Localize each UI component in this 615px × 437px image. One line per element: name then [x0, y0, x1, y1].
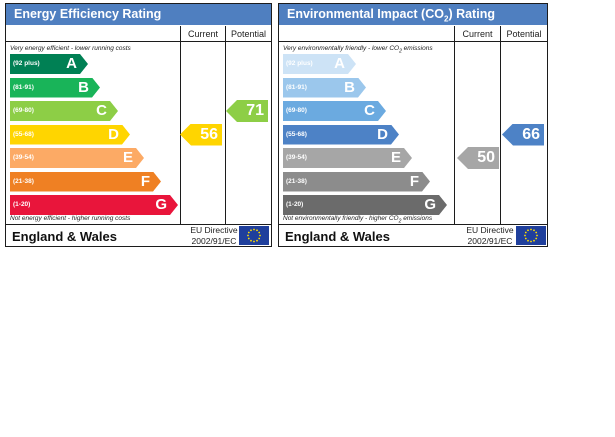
environment-potential-column — [500, 42, 547, 224]
environment-band-f: (21-38) F — [283, 172, 430, 192]
band-letter: C — [96, 102, 107, 119]
energy-current-rating-arrow: 56 — [180, 123, 222, 146]
energy-current-column — [180, 42, 225, 224]
energy-eu-directive: EU Directive 2002/91/EC — [189, 225, 239, 247]
environment-current-value: 50 — [477, 149, 495, 166]
band-letter: A — [66, 55, 77, 72]
environment-title-main: Environmental Impact (CO — [287, 7, 444, 21]
band-range-label: (55-68) — [286, 130, 307, 138]
environment-panel-title: Environmental Impact (CO2) Rating — [279, 4, 547, 25]
environment-directive-line2: 2002/91/EC — [467, 236, 513, 246]
energy-band-f: (21-38) F — [10, 172, 161, 192]
energy-band-g: (1-20) G — [10, 195, 178, 215]
band-letter: F — [409, 172, 419, 190]
environment-current-rating-arrow: 50 — [457, 147, 499, 169]
energy-band-c: (69-80) C — [10, 101, 118, 121]
environment-title-sub: 2 — [443, 14, 449, 24]
band-letter: D — [377, 125, 388, 143]
environment-potential-value: 66 — [522, 125, 540, 143]
energy-current-value: 56 — [200, 125, 218, 143]
band-range-label: (1-20) — [13, 201, 31, 208]
band-range-label: (21-38) — [286, 177, 307, 185]
environment-top-note: Very environmentally friendly - lower CO… — [283, 45, 433, 54]
energy-region-label: England & Wales — [12, 229, 117, 244]
band-letter: F — [140, 172, 150, 190]
environment-eu-directive: EU Directive 2002/91/EC — [465, 225, 515, 247]
band-range-label: (69-80) — [13, 107, 34, 114]
energy-panel-title: Energy Efficiency Rating — [6, 4, 271, 25]
environment-bottom-note-end: emissions — [401, 215, 433, 222]
band-letter: G — [155, 196, 167, 213]
energy-directive-line1: EU Directive — [190, 225, 238, 235]
band-letter: D — [108, 125, 119, 143]
energy-efficiency-panel: Energy Efficiency Rating Current Potenti… — [5, 3, 272, 247]
environment-band-g: (1-20) G — [283, 195, 447, 215]
energy-band-a: (92 plus) A — [10, 54, 88, 74]
energy-directive-line2: 2002/91/EC — [191, 236, 237, 246]
environment-legend-header — [279, 26, 454, 42]
band-letter: G — [424, 196, 436, 213]
environment-top-note-sub: 2 — [399, 48, 402, 55]
band-letter: C — [364, 102, 375, 119]
band-range-label: (81-91) — [13, 83, 34, 91]
band-range-label: (92 plus) — [286, 60, 313, 67]
energy-potential-value: 71 — [246, 102, 264, 119]
band-range-label: (81-91) — [286, 83, 307, 91]
energy-potential-column — [225, 42, 271, 224]
environment-region-label: England & Wales — [285, 229, 390, 244]
environment-band-c: (69-80) C — [283, 101, 386, 121]
energy-band-e: (39-54) E — [10, 148, 144, 168]
energy-bottom-note: Not energy efficient - higher running co… — [10, 215, 131, 222]
band-letter: A — [334, 55, 345, 72]
energy-legend-header — [6, 26, 180, 42]
environment-bottom-note: Not environmentally friendly - higher CO… — [283, 215, 432, 224]
band-range-label: (92 plus) — [13, 60, 40, 67]
energy-potential-header: Potential — [225, 26, 271, 42]
band-letter: E — [122, 149, 133, 166]
environment-directive-line1: EU Directive — [466, 225, 514, 235]
energy-band-d: (55-68) D — [10, 125, 130, 145]
energy-top-note: Very energy efficient - lower running co… — [10, 45, 131, 52]
environment-potential-rating-arrow: 66 — [502, 123, 544, 146]
band-letter: B — [344, 78, 355, 96]
eu-flag-icon — [239, 226, 269, 245]
band-range-label: (69-80) — [286, 107, 307, 114]
band-range-label: (55-68) — [13, 130, 34, 138]
band-range-label: (39-54) — [13, 154, 34, 161]
environment-top-note-end: emissions — [401, 45, 433, 52]
environmental-impact-panel: Environmental Impact (CO2) Rating Curren… — [278, 3, 548, 247]
environment-band-a: (92 plus) A — [283, 54, 356, 74]
environment-bottom-note-main: Not environmentally friendly - higher CO — [283, 215, 399, 222]
band-range-label: (1-20) — [286, 201, 304, 208]
energy-band-b: (81-91) B — [10, 78, 100, 98]
environment-potential-header: Potential — [500, 26, 547, 42]
eu-flag-icon — [516, 226, 546, 245]
environment-footer-divider — [279, 224, 547, 225]
band-letter: E — [390, 149, 401, 166]
energy-current-header: Current — [180, 26, 225, 42]
environment-band-e: (39-54) E — [283, 148, 412, 168]
energy-footer-divider — [6, 224, 271, 225]
environment-title-end: ) Rating — [448, 7, 495, 21]
environment-top-note-main: Very environmentally friendly - lower CO — [283, 45, 400, 52]
environment-band-d: (55-68) D — [283, 125, 399, 145]
band-range-label: (21-38) — [13, 177, 34, 185]
environment-current-header: Current — [454, 26, 500, 42]
environment-band-b: (81-91) B — [283, 78, 366, 98]
environment-bottom-note-sub: 2 — [398, 218, 402, 225]
environment-current-column — [454, 42, 500, 224]
band-range-label: (39-54) — [286, 154, 307, 161]
energy-potential-rating-arrow: 71 — [226, 100, 268, 122]
band-letter: B — [78, 78, 89, 96]
